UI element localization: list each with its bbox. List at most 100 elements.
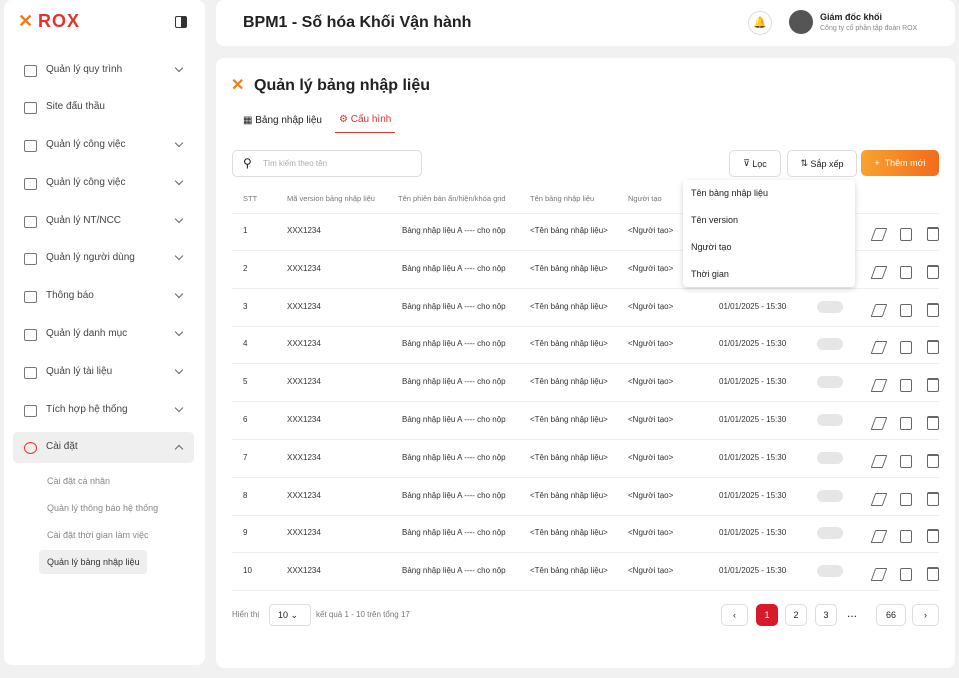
menu-icon [24,178,37,190]
cell: 01/01/2025 - 15:30 [719,452,787,462]
menu-item-active[interactable] [13,432,194,463]
cell: 01/01/2025 - 15:30 [719,301,787,311]
menu-item[interactable]: Quản lý tài liệu [46,366,113,377]
menu-item[interactable]: Tích hợp hệ thống [46,404,128,415]
avatar[interactable] [789,10,813,34]
copy-button[interactable] [900,379,912,393]
submenu-item[interactable]: Cài đặt cá nhân [47,476,111,486]
status-toggle[interactable] [817,376,843,389]
menu-item[interactable]: Site đấu thầu [46,101,105,112]
cell: <Người tạo> [628,490,674,500]
sort-option[interactable]: Thời gian [691,269,729,279]
page-size-select[interactable]: 10 ⌄ [269,604,311,626]
copy-button[interactable] [900,265,912,279]
cell: XXX1234 [287,301,321,311]
delete-button[interactable] [927,453,939,468]
copy-button[interactable] [900,568,912,582]
delete-button[interactable] [927,416,939,430]
status-toggle[interactable] [817,489,843,502]
delete-button[interactable] [927,378,939,393]
status-toggle[interactable] [817,451,843,464]
sort-button[interactable]: ⇅ Sắp xếp [787,150,857,177]
copy-button[interactable] [900,530,912,544]
cell: <Người tạo> [628,263,674,273]
copy-button[interactable] [900,417,912,430]
row-divider [232,590,939,592]
copy-button[interactable] [900,454,912,468]
cell: XXX1234 [287,226,321,235]
column-header: Tên bảng nhập liệu [530,194,595,203]
page-title: Quản lý bảng nhập liệu [254,77,431,94]
cell: 01/01/2025 - 15:30 [719,566,787,576]
menu-item[interactable]: Quản lý người dùng [46,252,135,263]
menu-icon [24,442,37,454]
submenu-item[interactable]: Quản lý thông báo hệ thống [47,503,159,513]
delete-button[interactable] [927,529,939,544]
page-button[interactable]: 2 [785,604,807,626]
submenu-active[interactable] [39,550,147,574]
copy-button[interactable] [900,228,912,241]
sort-option[interactable]: Tên bảng nhập liệu [691,188,769,198]
row-divider [232,325,939,327]
logo: ROX [38,11,81,31]
delete-button[interactable] [927,264,939,279]
menu-item[interactable]: Cài đặt [46,441,78,452]
submenu-item[interactable]: Quản lý bảng nhập liệu [47,557,140,567]
cell: <Tên bảng nhập liệu> [530,490,608,500]
notification-button[interactable]: 🔔 [748,11,772,35]
page-button[interactable]: 1 [756,604,778,626]
cell: <Người tạo> [628,377,674,387]
page-button[interactable]: 66 [876,604,906,626]
submenu-item[interactable]: Cài đặt thời gian làm việc [47,530,149,540]
copy-button[interactable] [900,303,912,317]
cell: <Tên bảng nhập liệu> [530,301,608,311]
delete-button[interactable] [927,567,939,582]
sort-option[interactable]: Tên version [691,215,739,225]
page-button[interactable]: 3 [815,604,837,626]
menu-item[interactable]: Quản lý quy trình [46,64,123,75]
delete-button[interactable] [927,227,939,241]
status-toggle[interactable] [817,527,843,540]
copy-button[interactable] [900,492,912,506]
status-toggle[interactable] [817,338,843,351]
sort-option[interactable]: Người tạo [691,242,732,252]
menu-item[interactable]: Quản lý danh mục [46,328,128,339]
user-name: Giám đốc khối [820,12,883,22]
add-label: Thêm mới [884,158,926,168]
cell: <Người tạo> [628,415,674,424]
show-label: Hiển thị [232,610,260,619]
cell: 8 [243,490,248,500]
collapse-button[interactable] [175,16,187,28]
menu-item[interactable]: Quản lý công việc [46,177,126,188]
cell: 7 [243,452,248,462]
filter-button[interactable]: ⊽ Lọc [729,150,781,177]
cell: <Tên bảng nhập liệu> [530,566,608,576]
cell: <Tên bảng nhập liệu> [530,263,608,273]
search-box[interactable]: ⚲ Tìm kiếm theo tên [232,150,422,177]
delete-button[interactable] [927,491,939,506]
status-toggle[interactable] [817,414,843,426]
menu-item[interactable]: Quản lý công việc [46,139,126,150]
status-toggle[interactable] [817,300,843,313]
tab-label: Cấu hình [350,114,392,125]
column-header: Mã version bảng nhập liệu [287,194,375,203]
row-divider [232,401,939,403]
cell: 01/01/2025 - 15:30 [719,377,787,387]
menu-item[interactable]: Quản lý NT/NCC [46,215,122,226]
add-button[interactable]: + Thêm mới [861,150,939,176]
menu-icon [24,405,37,417]
menu-icon [24,216,37,228]
delete-button[interactable] [927,302,939,317]
tab[interactable]: ▦ Bảng nhập liệu [243,115,322,126]
status-toggle[interactable] [817,565,843,578]
menu-item[interactable]: Thông báo [46,290,94,301]
cell: <Người tạo> [628,301,674,311]
row-divider [232,552,939,554]
delete-button[interactable] [927,340,939,355]
tab-active[interactable]: ⚙ Cấu hình [335,110,396,133]
prev-page[interactable]: ‹ [721,604,748,626]
logo-mark: ✕ [18,11,34,31]
next-page[interactable]: › [912,604,939,626]
cell: XXX1234 [287,377,321,387]
copy-button[interactable] [900,341,912,355]
